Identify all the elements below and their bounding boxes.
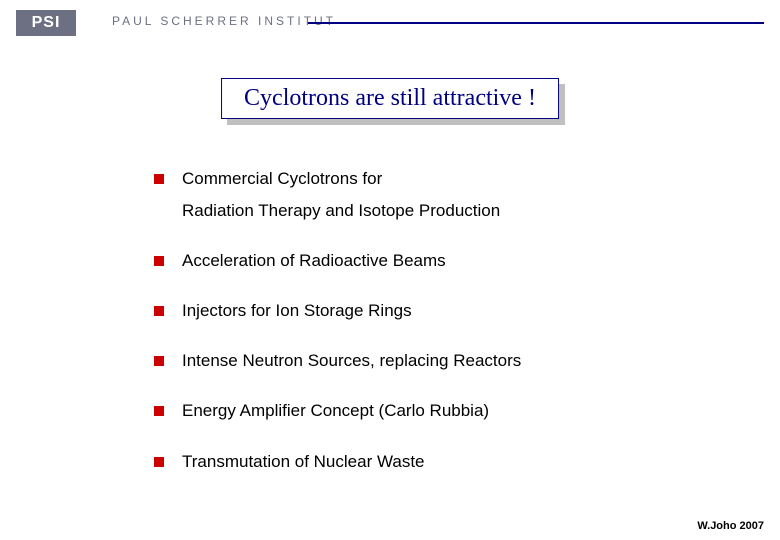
title-box: Cyclotrons are still attractive ! <box>221 78 559 119</box>
list-item-subline: Radiation Therapy and Isotope Production <box>182 200 720 222</box>
list-item: Transmutation of Nuclear Waste <box>154 451 720 473</box>
list-item: Commercial Cyclotrons for <box>154 168 720 190</box>
psi-logo-text: PSI <box>32 14 61 32</box>
square-bullet-icon <box>154 356 164 366</box>
list-item-text: Energy Amplifier Concept (Carlo Rubbia) <box>182 400 489 422</box>
psi-logo: PSI <box>16 10 76 36</box>
list-item: Acceleration of Radioactive Beams <box>154 250 720 272</box>
list-item: Injectors for Ion Storage Rings <box>154 300 720 322</box>
list-item-text: Injectors for Ion Storage Rings <box>182 300 412 322</box>
square-bullet-icon <box>154 406 164 416</box>
list-item: Energy Amplifier Concept (Carlo Rubbia) <box>154 400 720 422</box>
list-item-text: Acceleration of Radioactive Beams <box>182 250 446 272</box>
slide: PSI PAUL SCHERRER INSTITUT Cyclotrons ar… <box>0 0 780 540</box>
header: PSI PAUL SCHERRER INSTITUT <box>0 0 780 46</box>
square-bullet-icon <box>154 174 164 184</box>
institute-name: PAUL SCHERRER INSTITUT <box>112 14 336 28</box>
title-frame: Cyclotrons are still attractive ! <box>221 78 559 119</box>
square-bullet-icon <box>154 306 164 316</box>
square-bullet-icon <box>154 256 164 266</box>
header-rule <box>308 22 764 24</box>
list-item-text: Transmutation of Nuclear Waste <box>182 451 425 473</box>
list-item-text: Commercial Cyclotrons for <box>182 168 382 190</box>
slide-title: Cyclotrons are still attractive ! <box>244 85 536 111</box>
square-bullet-icon <box>154 457 164 467</box>
list-item-text: Intense Neutron Sources, replacing React… <box>182 350 521 372</box>
footer-author: W.Joho 2007 <box>697 520 764 532</box>
list-item: Intense Neutron Sources, replacing React… <box>154 350 720 372</box>
bullet-list: Commercial Cyclotrons for Radiation Ther… <box>154 168 720 501</box>
